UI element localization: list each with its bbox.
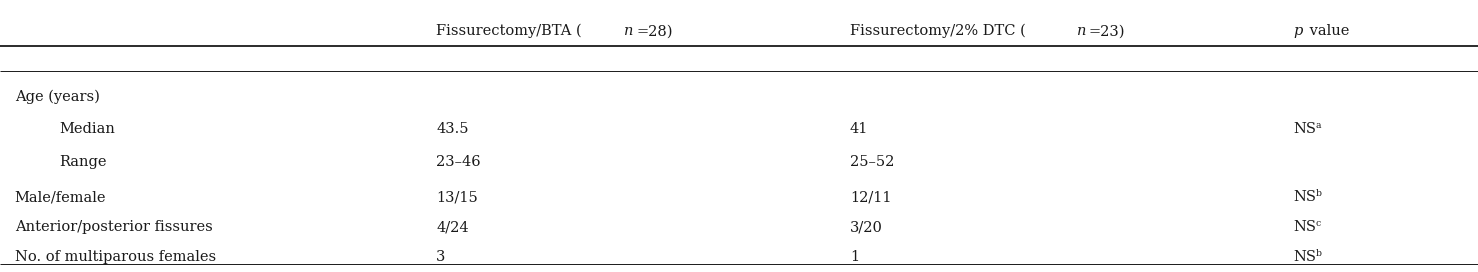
Text: n: n (1076, 24, 1086, 38)
Text: 13/15: 13/15 (436, 190, 477, 204)
Text: 25–52: 25–52 (850, 155, 894, 169)
Text: n: n (624, 24, 633, 38)
Text: Age (years): Age (years) (15, 89, 99, 104)
Text: value: value (1305, 24, 1349, 38)
Text: Median: Median (59, 122, 115, 136)
Text: Anterior/posterior fissures: Anterior/posterior fissures (15, 220, 213, 234)
Text: 23–46: 23–46 (436, 155, 480, 169)
Text: =23): =23) (1089, 24, 1125, 38)
Text: 4/24: 4/24 (436, 220, 469, 234)
Text: Fissurectomy/2% DTC (: Fissurectomy/2% DTC ( (850, 24, 1026, 38)
Text: Male/female: Male/female (15, 190, 106, 204)
Text: Range: Range (59, 155, 106, 169)
Text: 1: 1 (850, 250, 859, 264)
Text: NSᵇ: NSᵇ (1293, 190, 1323, 204)
Text: Fissurectomy/BTA (: Fissurectomy/BTA ( (436, 24, 582, 38)
Text: p: p (1293, 24, 1302, 38)
Text: =28): =28) (636, 24, 672, 38)
Text: 3/20: 3/20 (850, 220, 882, 234)
Text: No. of multiparous females: No. of multiparous females (15, 250, 216, 264)
Text: 3: 3 (436, 250, 445, 264)
Text: 43.5: 43.5 (436, 122, 469, 136)
Text: 12/11: 12/11 (850, 190, 891, 204)
Text: NSᵇ: NSᵇ (1293, 250, 1323, 264)
Text: NSᵃ: NSᵃ (1293, 122, 1321, 136)
Text: 41: 41 (850, 122, 868, 136)
Text: NSᶜ: NSᶜ (1293, 220, 1321, 234)
